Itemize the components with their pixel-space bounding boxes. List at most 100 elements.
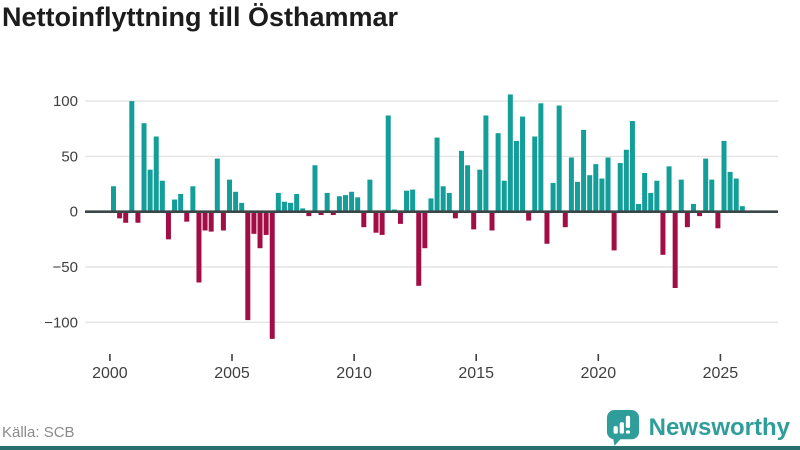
bar [165, 211, 171, 240]
bar [434, 137, 440, 212]
newsworthy-wordmark: Newsworthy [648, 413, 790, 441]
bar [410, 189, 416, 212]
bar [489, 211, 495, 231]
bar [294, 194, 300, 212]
bar [513, 140, 519, 212]
bar [361, 211, 367, 228]
bar [324, 192, 330, 212]
bar [666, 166, 672, 212]
bar [336, 196, 342, 212]
bar [550, 182, 556, 212]
y-axis-tick-label: −100 [44, 314, 78, 331]
bar [111, 186, 116, 212]
bar [379, 211, 385, 235]
bar [306, 211, 312, 217]
bar [208, 211, 214, 232]
bar [678, 179, 684, 212]
bar [556, 105, 562, 212]
bar [733, 178, 739, 212]
bar [581, 129, 587, 212]
bar [178, 194, 184, 212]
bar [654, 180, 660, 212]
bar [709, 179, 715, 212]
bar [727, 171, 733, 212]
bar [349, 191, 355, 212]
bar [159, 180, 165, 212]
bar [660, 211, 666, 255]
bar [721, 140, 727, 212]
bar [147, 169, 153, 212]
bar [672, 211, 678, 289]
bar [446, 192, 452, 212]
bar [269, 211, 275, 339]
bar [239, 202, 245, 212]
bar [330, 211, 336, 216]
bottom-accent-bar [0, 446, 800, 450]
bar [483, 115, 489, 212]
x-axis-tick-label: 2020 [581, 365, 617, 382]
bar [196, 211, 202, 283]
page-title: Nettoinflyttning till Östhammar [2, 2, 399, 32]
x-axis-tick-label: 2010 [336, 365, 372, 382]
y-axis-tick-label: 100 [53, 93, 78, 110]
x-axis-tick-label: 2000 [92, 365, 128, 382]
bar [623, 149, 629, 212]
bar [587, 175, 593, 212]
bar [422, 211, 428, 249]
y-axis-tick-label: −50 [53, 259, 78, 276]
bar [123, 211, 129, 223]
bar [397, 211, 403, 224]
bar [184, 211, 190, 222]
bar [636, 203, 642, 212]
bar [452, 211, 458, 219]
bar [605, 157, 611, 212]
bar [312, 165, 318, 212]
bar [275, 192, 281, 212]
bar [135, 211, 141, 223]
bar [532, 136, 538, 212]
bar [263, 211, 269, 235]
bar [373, 211, 379, 233]
bar [520, 116, 526, 212]
bar [495, 133, 501, 212]
bar [288, 202, 294, 212]
bar [220, 211, 226, 231]
y-axis-tick-label: 0 [70, 204, 78, 221]
source-label: Källa: SCB [2, 424, 75, 441]
bar [404, 190, 410, 212]
bar [611, 211, 617, 251]
bar [648, 192, 654, 212]
x-axis-tick-label: 2015 [458, 365, 494, 382]
bar [141, 123, 147, 212]
y-axis-tick-label: 50 [61, 148, 78, 165]
bar [416, 211, 422, 286]
bar [227, 179, 232, 212]
bar [367, 179, 373, 212]
bar [214, 158, 220, 212]
bar [690, 203, 696, 212]
newsworthy-bubble-chart-icon [606, 410, 639, 446]
bar [129, 101, 135, 212]
bar [300, 208, 306, 212]
bar [440, 186, 446, 212]
bar [172, 199, 178, 212]
x-axis-tick-label: 2005 [214, 365, 250, 382]
bar [703, 158, 709, 212]
bar [715, 211, 721, 229]
bar [599, 178, 605, 212]
bar [501, 180, 507, 212]
bar [202, 211, 208, 231]
bar [526, 211, 532, 221]
bar [190, 186, 196, 212]
bar [593, 164, 599, 212]
bar [117, 211, 123, 219]
bar [697, 211, 703, 217]
bar [629, 121, 635, 212]
bar [342, 195, 348, 212]
bar [251, 211, 257, 234]
bar [281, 201, 287, 212]
bar [562, 211, 568, 228]
bar [257, 211, 263, 249]
